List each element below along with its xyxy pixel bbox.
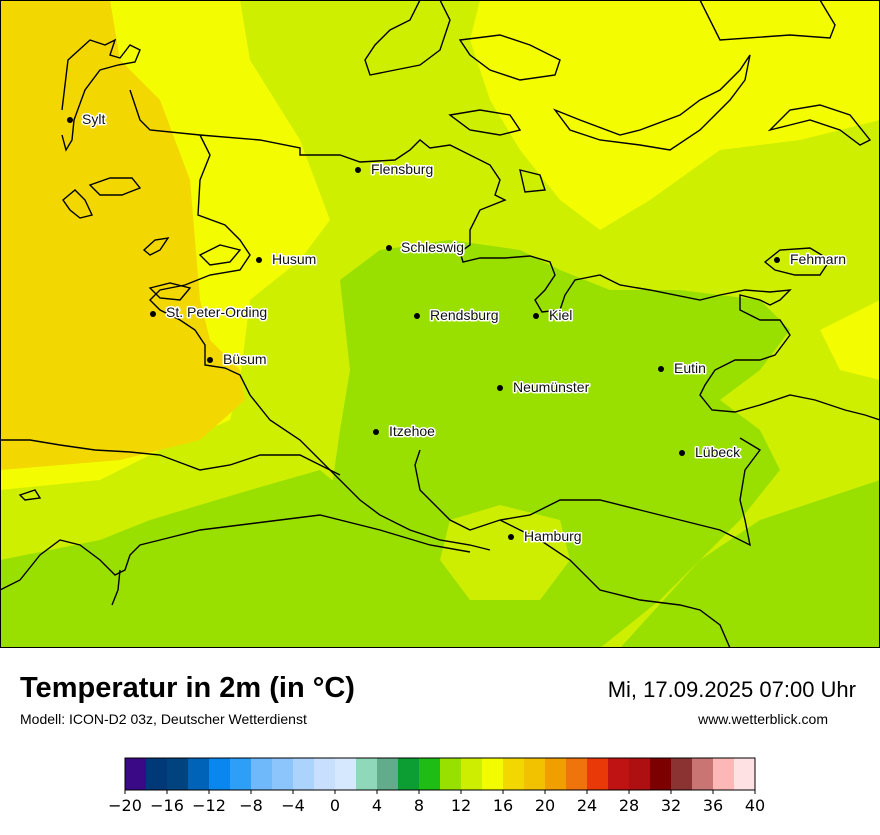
legend-tick-label: 28 — [619, 796, 639, 815]
city-marker-st-peter-ording: St. Peter-Ording — [150, 303, 269, 322]
city-marker-hamburg: Hamburg — [508, 527, 583, 546]
legend-swatch — [587, 758, 609, 790]
legend-tick-label: 32 — [661, 796, 681, 815]
legend-swatch — [146, 758, 168, 790]
city-label-rendsburg: Rendsburg — [430, 307, 499, 323]
legend-tick-label: −12 — [192, 796, 226, 815]
field-yellow-east — [470, 0, 880, 230]
legend-tick-label: 8 — [414, 796, 424, 815]
legend-tick-label: 40 — [745, 796, 765, 815]
field-orange-west — [0, 0, 245, 470]
legend-swatch — [125, 758, 147, 790]
city-markers: Sylt Flensburg Schleswig Husum Fehmarn S… — [67, 110, 848, 546]
legend-swatch — [419, 758, 441, 790]
legend-swatch — [167, 758, 189, 790]
legend-tick-label: 36 — [703, 796, 723, 815]
color-legend-svg: −20 −16 −12 −8 −4 0 4 8 12 16 20 24 28 32 36 40 — [108, 757, 765, 815]
city-marker-flensburg: Flensburg — [355, 160, 435, 179]
city-label-neumuenster: Neumünster — [513, 379, 590, 395]
legend-tick-label: 0 — [330, 796, 340, 815]
city-label-hamburg: Hamburg — [524, 528, 582, 544]
temperature-map: Sylt Flensburg Schleswig Husum Fehmarn S… — [0, 0, 880, 648]
city-label-luebeck: Lübeck — [695, 444, 741, 460]
legend-swatch — [692, 758, 714, 790]
legend-tick-label: −8 — [239, 796, 263, 815]
coastlines — [0, 0, 880, 648]
legend-tick-label: −20 — [108, 796, 142, 815]
city-marker-buesum: Büsum — [207, 350, 268, 369]
city-label-flensburg: Flensburg — [371, 161, 433, 177]
city-label-husum: Husum — [272, 251, 316, 267]
legend-swatch — [209, 758, 231, 790]
legend-swatch — [356, 758, 378, 790]
legend-swatch — [377, 758, 399, 790]
legend-swatch — [671, 758, 693, 790]
legend-swatch — [503, 758, 525, 790]
legend-swatch — [650, 758, 672, 790]
city-marker-eutin: Eutin — [658, 359, 707, 378]
city-marker-rendsburg: Rendsburg — [414, 306, 500, 325]
city-marker-sylt: Sylt — [67, 110, 107, 129]
legend-swatch — [272, 758, 294, 790]
city-label-fehmarn: Fehmarn — [790, 251, 846, 267]
city-marker-itzehoe: Itzehoe — [373, 422, 437, 441]
city-marker-fehmarn: Fehmarn — [774, 250, 848, 269]
legend-swatch — [440, 758, 462, 790]
city-marker-schleswig: Schleswig — [386, 238, 466, 257]
map-footer: Temperatur in 2m (in °C) Modell: ICON-D2… — [0, 648, 880, 830]
legend-swatch — [713, 758, 735, 790]
city-marker-husum: Husum — [256, 250, 318, 269]
city-label-schleswig: Schleswig — [401, 239, 464, 255]
legend-tick-label: 24 — [577, 796, 597, 815]
legend-swatch — [566, 758, 588, 790]
legend-swatch — [545, 758, 567, 790]
forecast-datetime: Mi, 17.09.2025 07:00 Uhr — [607, 677, 856, 702]
city-label-kiel: Kiel — [549, 307, 572, 323]
map-canvas: Sylt Flensburg Schleswig Husum Fehmarn S… — [0, 0, 880, 648]
city-marker-luebeck: Lübeck — [679, 443, 743, 462]
legend-tick-label: 12 — [451, 796, 471, 815]
field-yellow-east2 — [820, 300, 880, 380]
city-label-st-peter-ording: St. Peter-Ording — [166, 304, 267, 320]
field-green-south — [0, 470, 400, 648]
legend-swatch — [335, 758, 357, 790]
legend-swatch — [734, 758, 756, 790]
legend-swatch — [251, 758, 273, 790]
legend-tick-label: −4 — [281, 796, 305, 815]
city-marker-kiel: Kiel — [533, 306, 574, 325]
legend-tick-label: 16 — [493, 796, 513, 815]
city-label-sylt: Sylt — [82, 111, 105, 127]
legend-swatch — [398, 758, 420, 790]
city-label-buesum: Büsum — [223, 351, 267, 367]
city-label-eutin: Eutin — [674, 360, 706, 376]
map-title: Temperatur in 2m (in °C) — [20, 672, 355, 704]
legend-swatch — [608, 758, 630, 790]
legend-tick-label: −16 — [150, 796, 184, 815]
legend-swatch — [524, 758, 546, 790]
legend-swatch — [629, 758, 651, 790]
legend-swatch — [293, 758, 315, 790]
city-label-itzehoe: Itzehoe — [389, 423, 435, 439]
color-legend: −20 −16 −12 −8 −4 0 4 8 12 16 20 24 28 32 36 40 — [0, 756, 880, 830]
city-marker-neumuenster: Neumünster — [497, 378, 591, 397]
legend-tick-label: 4 — [372, 796, 382, 815]
legend-swatch — [314, 758, 336, 790]
legend-swatch — [230, 758, 252, 790]
model-source: Modell: ICON-D2 03z, Deutscher Wetterdie… — [20, 711, 307, 727]
legend-swatch — [482, 758, 504, 790]
legend-frame — [124, 757, 756, 791]
legend-tick-label: 20 — [535, 796, 555, 815]
legend-swatch — [461, 758, 483, 790]
website-link[interactable]: www.wetterblick.com — [698, 711, 828, 727]
legend-swatch — [188, 758, 210, 790]
